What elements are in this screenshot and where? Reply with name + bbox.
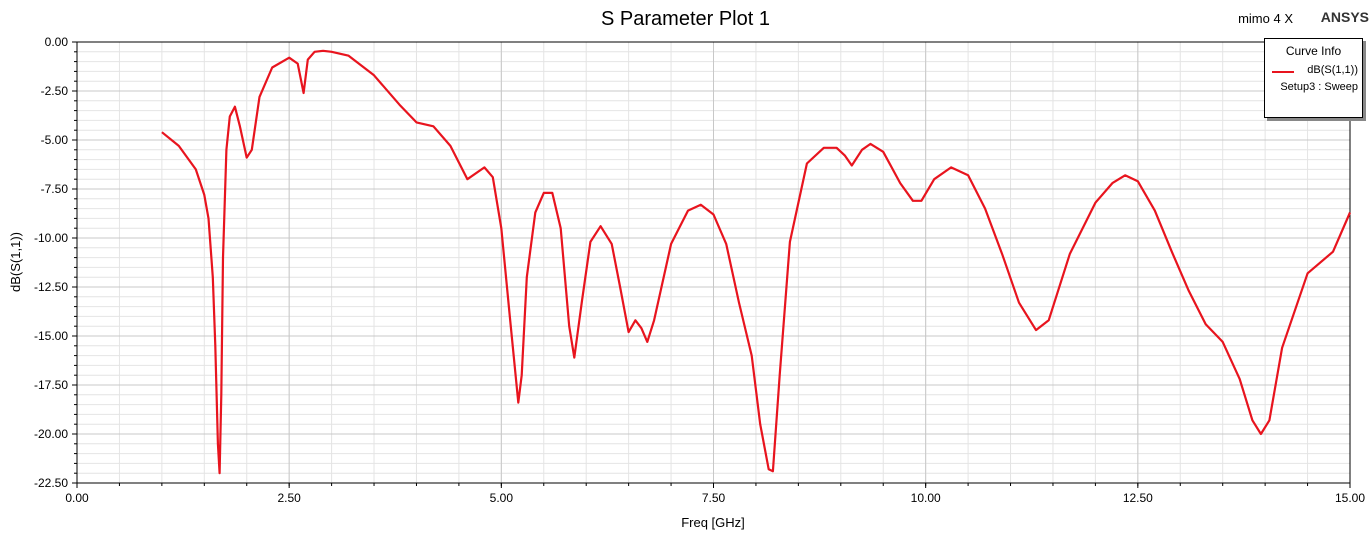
project-name: mimo 4 X <box>1238 11 1293 26</box>
y-tick-label: -15.00 <box>34 329 68 343</box>
legend-swatch <box>1272 71 1294 73</box>
x-tick-label: 2.50 <box>277 491 301 505</box>
y-tick-label: -20.00 <box>34 427 68 441</box>
y-tick-label: -2.50 <box>41 84 69 98</box>
y-tick-label: -22.50 <box>34 476 68 490</box>
x-tick-label: 15.00 <box>1335 491 1365 505</box>
x-axis: 0.00 2.50 5.00 7.50 10.00 12.50 15.00 <box>65 483 1365 505</box>
y-tick-label: -5.00 <box>41 133 69 147</box>
x-tick-label: 10.00 <box>911 491 941 505</box>
x-tick-label: 12.50 <box>1123 491 1153 505</box>
y-tick-label: -12.50 <box>34 280 68 294</box>
legend-curve-name: dB(S(1,1)) <box>1307 64 1358 76</box>
x-tick-label: 0.00 <box>65 491 89 505</box>
y-axis: 0.00 -2.50 -5.00 -7.50 -10.00 -12.50 -15.00 -17… <box>34 35 77 490</box>
y-axis-label: dB(S(1,1)) <box>8 232 23 292</box>
y-tick-label: -10.00 <box>34 231 68 245</box>
legend-sweep-name: Setup3 : Sweep <box>1280 81 1358 93</box>
curve-info-legend[interactable]: Curve Info dB(S(1,1)) Setup3 : Sweep <box>1264 38 1363 118</box>
legend-title: Curve Info <box>1285 44 1342 58</box>
y-tick-label: -7.50 <box>41 182 69 196</box>
plot-title: S Parameter Plot 1 <box>601 8 770 30</box>
x-tick-label: 7.50 <box>702 491 726 505</box>
legend-entry[interactable]: dB(S(1,1)) <box>1265 64 1362 80</box>
x-axis-label: Freq [GHz] <box>681 515 745 530</box>
series-line-s11[interactable] <box>161 49 1352 475</box>
brand-logo: ANSYS <box>1320 9 1369 25</box>
x-tick-label: 5.00 <box>490 491 514 505</box>
y-tick-label: -17.50 <box>34 378 68 392</box>
y-tick-label: 0.00 <box>45 35 69 49</box>
